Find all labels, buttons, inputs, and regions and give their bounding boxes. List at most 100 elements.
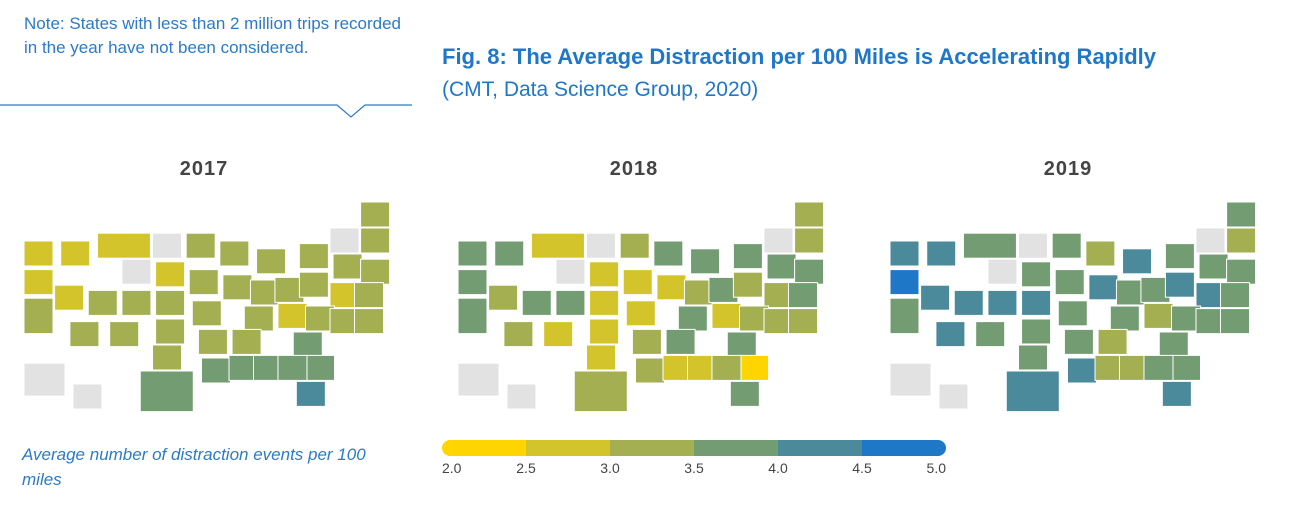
state-ar-2018 — [631, 328, 662, 355]
state-wy-2018 — [555, 258, 586, 285]
state-id-2018 — [494, 240, 525, 267]
state-nd-2017 — [152, 232, 183, 259]
state-tx-2019 — [1005, 370, 1060, 413]
legend-ticks: 2.0 2.5 3.0 3.5 4.0 4.5 5.0 — [442, 460, 946, 480]
state-wv-2018 — [711, 302, 742, 329]
state-ok-2017 — [152, 344, 183, 371]
state-mo-2017 — [191, 300, 222, 327]
state-vt-2019 — [1195, 227, 1226, 254]
state-la-2019 — [1066, 357, 1097, 384]
state-fl-2019 — [1161, 380, 1192, 407]
state-or-2017 — [23, 269, 54, 296]
state-or-2019 — [889, 269, 920, 296]
state-ak-2018 — [457, 362, 500, 397]
state-pa-2017 — [298, 271, 329, 298]
state-ga-2018 — [711, 354, 742, 381]
state-nc-2019 — [1158, 331, 1189, 358]
legend-tick-label: 2.5 — [516, 460, 536, 476]
state-wa-2017 — [23, 240, 54, 267]
state-pa-2019 — [1164, 271, 1195, 298]
state-ca-2017 — [23, 297, 54, 335]
state-tn-2018 — [665, 328, 696, 355]
state-tx-2017 — [139, 370, 194, 413]
year-label-2018: 2018 — [609, 158, 659, 180]
state-co-2018 — [555, 289, 586, 316]
state-nm-2019 — [975, 321, 1006, 348]
state-ky-2019 — [1109, 305, 1140, 332]
state-wi-2019 — [1085, 240, 1116, 267]
state-ar-2019 — [1063, 328, 1094, 355]
state-mt-2018 — [530, 232, 585, 259]
state-ut-2018 — [521, 289, 552, 316]
state-ut-2017 — [87, 289, 118, 316]
state-wy-2019 — [987, 258, 1018, 285]
color-legend: 2.0 2.5 3.0 3.5 4.0 4.5 5.0 — [442, 440, 946, 480]
state-ne-2019 — [1021, 289, 1052, 316]
state-hi-2018 — [506, 383, 537, 410]
state-wy-2017 — [121, 258, 152, 285]
state-id-2019 — [926, 240, 957, 267]
state-il-2018 — [656, 274, 687, 301]
map-2018 — [457, 201, 825, 413]
state-ks-2017 — [155, 318, 186, 345]
state-nc-2018 — [726, 331, 757, 358]
state-me-2017 — [360, 201, 391, 228]
state-nm-2018 — [543, 321, 574, 348]
state-ky-2017 — [243, 305, 274, 332]
state-fl-2018 — [729, 380, 760, 407]
state-ct-2018 — [787, 282, 818, 309]
state-de-2017 — [353, 308, 384, 335]
state-mn-2018 — [619, 232, 650, 259]
state-ak-2019 — [889, 362, 932, 397]
state-ut-2019 — [953, 289, 984, 316]
map-2017 — [23, 201, 391, 413]
state-vt-2017 — [329, 227, 360, 254]
state-ct-2019 — [1219, 282, 1250, 309]
state-mi-2019 — [1122, 248, 1153, 275]
state-il-2017 — [222, 274, 253, 301]
state-me-2019 — [1226, 201, 1257, 228]
state-sd-2017 — [155, 261, 186, 288]
state-ok-2018 — [586, 344, 617, 371]
legend-tick-label: 4.5 — [852, 460, 872, 476]
legend-swatch — [610, 440, 694, 456]
state-il-2019 — [1088, 274, 1119, 301]
state-la-2017 — [200, 357, 231, 384]
state-tx-2018 — [573, 370, 628, 413]
state-sd-2018 — [589, 261, 620, 288]
state-mn-2019 — [1051, 232, 1082, 259]
state-mi-2017 — [256, 248, 287, 275]
state-ak-2017 — [23, 362, 66, 397]
state-co-2019 — [987, 289, 1018, 316]
state-ga-2017 — [277, 354, 308, 381]
state-ny-2019 — [1164, 243, 1195, 270]
state-sc-2019 — [1171, 354, 1202, 381]
legend-swatch — [694, 440, 778, 456]
legend-color-bar — [442, 440, 946, 456]
state-tn-2017 — [231, 328, 262, 355]
state-fl-2017 — [295, 380, 326, 407]
state-ca-2018 — [457, 297, 488, 335]
legend-caption: Average number of distraction events per… — [22, 445, 366, 489]
state-ri-2017 — [360, 258, 391, 285]
legend-tick-label: 3.0 — [600, 460, 620, 476]
state-ky-2018 — [677, 305, 708, 332]
state-nh-2017 — [360, 227, 391, 254]
state-pa-2018 — [732, 271, 763, 298]
state-nh-2019 — [1226, 227, 1257, 254]
state-ga-2019 — [1143, 354, 1174, 381]
state-ne-2017 — [155, 289, 186, 316]
legend-tick-label: 4.0 — [768, 460, 788, 476]
state-mo-2019 — [1057, 300, 1088, 327]
state-nh-2018 — [794, 227, 825, 254]
state-hi-2017 — [72, 383, 103, 410]
figure-subtitle: (CMT, Data Science Group, 2020) — [442, 78, 759, 101]
state-az-2018 — [503, 321, 534, 348]
state-ok-2019 — [1018, 344, 1049, 371]
state-ia-2018 — [622, 269, 653, 296]
state-wv-2019 — [1143, 302, 1174, 329]
state-wa-2019 — [889, 240, 920, 267]
legend-tick-label: 5.0 — [926, 460, 946, 476]
state-az-2019 — [935, 321, 966, 348]
state-ne-2018 — [589, 289, 620, 316]
